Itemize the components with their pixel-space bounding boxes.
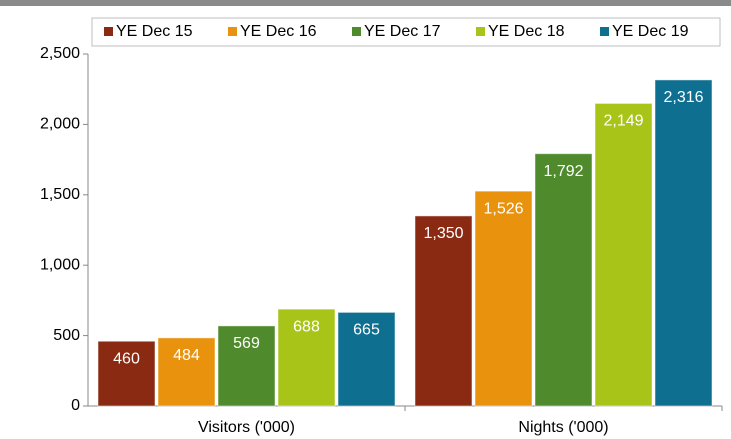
legend-label: YE Dec 18 (488, 23, 565, 40)
value-label: 665 (353, 322, 380, 339)
value-label: 1,792 (543, 163, 583, 180)
bar (277, 308, 336, 407)
bar (654, 79, 713, 407)
value-label: 688 (293, 318, 320, 335)
legend-label: YE Dec 16 (240, 23, 317, 40)
x-tick-label: Nights ('000) (518, 419, 608, 436)
y-tick-label: 500 (53, 327, 80, 344)
bar (97, 340, 156, 407)
legend-swatch (600, 27, 609, 36)
value-label: 1,526 (483, 200, 523, 217)
legend-swatch (352, 27, 361, 36)
bar (534, 153, 593, 407)
legend-swatch (104, 27, 113, 36)
y-tick-label: 2,000 (40, 116, 80, 133)
value-label: 484 (173, 347, 200, 364)
bar (217, 325, 276, 407)
x-tick-label: Visitors ('000) (198, 419, 295, 436)
legend-swatch (476, 27, 485, 36)
y-tick-label: 2,500 (40, 45, 80, 62)
value-label: 460 (113, 350, 140, 367)
legend-swatch (228, 27, 237, 36)
bar (414, 215, 473, 407)
bar (157, 337, 216, 407)
value-label: 1,350 (423, 225, 463, 242)
legend-label: YE Dec 19 (612, 23, 689, 40)
header-bar (0, 0, 731, 6)
value-label: 2,149 (603, 113, 643, 130)
bar (474, 190, 533, 407)
y-tick-label: 0 (71, 397, 80, 414)
legend-box (91, 17, 721, 47)
bar (337, 311, 396, 407)
y-tick-label: 1,000 (40, 256, 80, 273)
y-tick-label: 1,500 (40, 186, 80, 203)
value-label: 569 (233, 335, 260, 352)
bar (594, 102, 653, 407)
legend-label: YE Dec 17 (364, 23, 441, 40)
value-label: 2,316 (663, 89, 703, 106)
legend-label: YE Dec 15 (116, 23, 193, 40)
